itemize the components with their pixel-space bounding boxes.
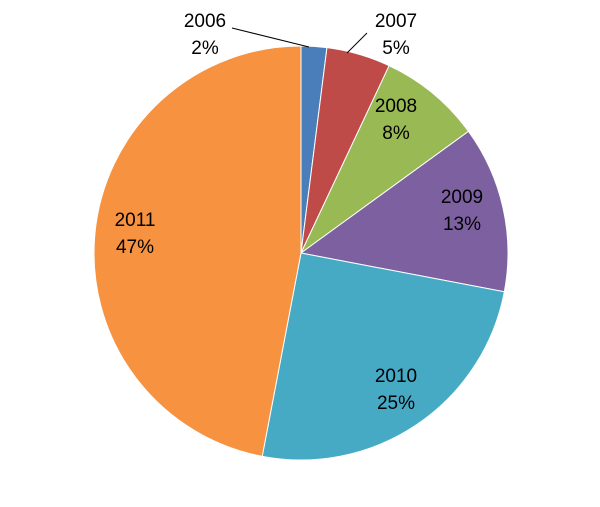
percent-label-2009: 13% bbox=[443, 214, 481, 235]
leader-line-2007 bbox=[346, 32, 368, 54]
category-label-2008: 2008 bbox=[375, 96, 417, 117]
category-label-2007: 2007 bbox=[375, 11, 417, 32]
pie-slice-2008 bbox=[300, 65, 470, 254]
pie-slices bbox=[93, 45, 509, 461]
percent-label-2006: 2% bbox=[191, 38, 219, 59]
percent-label-2007: 5% bbox=[382, 38, 410, 59]
category-label-2006: 2006 bbox=[184, 11, 226, 32]
percent-label-2011: 47% bbox=[116, 237, 154, 258]
percent-label-2010: 25% bbox=[377, 393, 415, 414]
category-label-2009: 2009 bbox=[441, 187, 483, 208]
leader-line-2006 bbox=[231, 27, 310, 48]
pie-slice-2011 bbox=[93, 45, 302, 457]
category-label-2011: 2011 bbox=[115, 210, 156, 231]
pie-slice-2010 bbox=[261, 252, 505, 461]
pie-slice-2009 bbox=[299, 130, 509, 293]
data-labels: 2006 2% 2007 5% 2008 8% 2009 13% 2010 25% 2011 47% bbox=[115, 11, 484, 414]
category-label-2010: 2010 bbox=[375, 366, 417, 387]
percent-label-2008: 8% bbox=[382, 123, 410, 144]
